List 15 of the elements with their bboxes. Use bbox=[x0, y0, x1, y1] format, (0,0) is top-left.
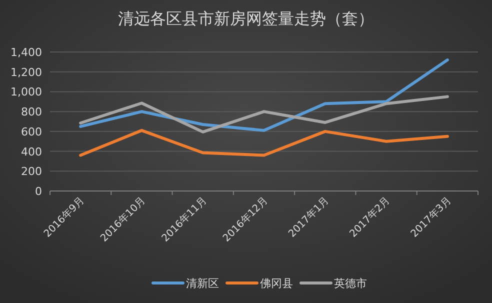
legend-label: 英德市 bbox=[334, 277, 367, 290]
legend-label: 清新区 bbox=[186, 277, 219, 290]
chart-title: 清远各区县市新房网签量走势（套） bbox=[118, 9, 374, 28]
y-tick-label: 1,400 bbox=[10, 46, 42, 59]
y-tick-label: 1,200 bbox=[10, 66, 42, 79]
y-tick-label: 200 bbox=[21, 165, 42, 178]
line-series bbox=[79, 58, 449, 132]
legend-label: 佛冈县 bbox=[260, 277, 293, 290]
y-tick-label: 800 bbox=[21, 106, 42, 119]
y-tick-label: 400 bbox=[21, 145, 42, 158]
line-series bbox=[79, 95, 449, 134]
y-tick-label: 0 bbox=[35, 185, 42, 198]
y-tick-label: 600 bbox=[21, 125, 42, 138]
line-series bbox=[79, 128, 449, 157]
y-tick-label: 1,000 bbox=[10, 86, 42, 99]
